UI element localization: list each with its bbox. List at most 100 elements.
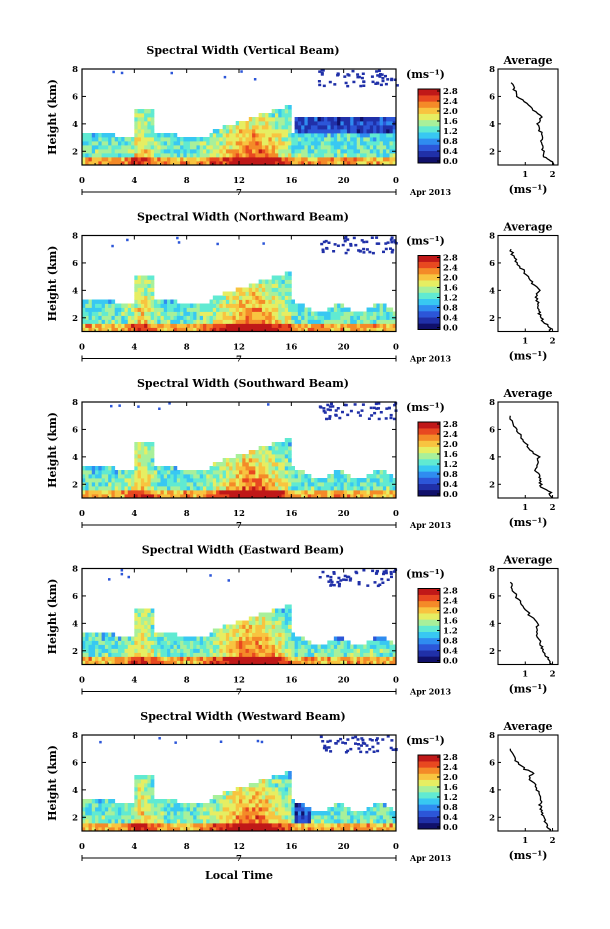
heatmap-cell [258, 656, 263, 661]
colorbar-swatch [418, 631, 440, 639]
heatmap-cell [363, 823, 367, 828]
heatmap-cell [137, 648, 142, 653]
heatmap-cell [147, 283, 152, 288]
heatmap-cell [291, 823, 295, 828]
heatmap-cell [352, 236, 356, 240]
heatmap-cell [255, 125, 260, 130]
heatmap-cell [278, 656, 282, 661]
heatmap-cell [297, 494, 302, 499]
heatmap-cell [209, 470, 214, 475]
heatmap-cell [258, 779, 263, 784]
heatmap-cell [255, 311, 260, 316]
heatmap-cell [382, 319, 387, 324]
heatmap-cell [373, 807, 377, 812]
heatmap-cell [314, 478, 318, 483]
heatmap-cell [85, 303, 89, 308]
heatmap-cell [271, 319, 276, 324]
heatmap-cell [216, 628, 220, 633]
heatmap-cell [140, 620, 145, 625]
heatmap-cell [340, 153, 345, 158]
heatmap-cell [314, 482, 318, 487]
heatmap-cell [265, 117, 269, 122]
heatmap-cell [111, 323, 116, 328]
heatmap-cell [140, 145, 145, 150]
heatmap-cell [193, 311, 197, 316]
heatmap-cell [95, 636, 99, 641]
heatmap-cell [288, 656, 292, 661]
heatmap-cell [268, 117, 273, 122]
heatmap-cell [248, 616, 253, 621]
heatmap-cell [137, 799, 142, 804]
heatmap-cell [235, 145, 240, 150]
heatmap-cell [365, 750, 369, 754]
heatmap-cell [268, 656, 273, 661]
heatmap-cell [232, 823, 237, 828]
heatmap-cell [333, 125, 338, 130]
heatmap-cell [375, 242, 379, 245]
heatmap-cell [127, 319, 132, 324]
heatmap-cell [193, 640, 197, 645]
heatmap-cell [118, 404, 121, 407]
heatmap-cell [245, 819, 250, 824]
heatmap-cell [245, 799, 250, 804]
heatmap-cell [307, 478, 312, 483]
heatmap-cell [380, 577, 384, 581]
heatmap-cell [124, 478, 129, 483]
heatmap-cell [258, 803, 263, 808]
heatmap-cell [369, 141, 374, 146]
average-title: Average [502, 554, 552, 567]
heatmap-cell [366, 827, 371, 832]
heatmap-cell [137, 153, 142, 158]
heatmap-cell [176, 827, 181, 832]
heatmap-cell [140, 474, 145, 479]
heatmap-cell [380, 73, 384, 76]
heatmap-cell [134, 327, 138, 332]
heatmap-cell [150, 628, 155, 633]
heatmap-cell [291, 315, 295, 320]
heatmap-cell [265, 315, 269, 320]
heatmap-cell [314, 644, 318, 649]
heatmap-cell [137, 133, 142, 138]
x-tick-label: 8 [184, 176, 190, 186]
heatmap-cell [248, 811, 253, 816]
heatmap-cell [134, 482, 138, 487]
heatmap-cell [167, 141, 171, 146]
heatmap-cell [360, 482, 364, 487]
heatmap-cell [186, 494, 191, 499]
heatmap-cell [150, 133, 155, 138]
heatmap-cell [343, 75, 347, 78]
heatmap-cell [147, 307, 152, 312]
heatmap-cell [193, 494, 197, 499]
heatmap-cell [274, 153, 279, 158]
heatmap-cell [212, 299, 217, 304]
heatmap-cell [227, 579, 230, 582]
heatmap-cell [360, 319, 364, 324]
heatmap-cell [350, 644, 354, 649]
heatmap-cell [274, 466, 279, 471]
heatmap-cell [248, 462, 253, 467]
heatmap-cell [170, 482, 174, 487]
heatmap-cell [284, 604, 289, 609]
heatmap-cell [268, 494, 273, 499]
heatmap-cell [343, 121, 348, 126]
heatmap-cell [117, 327, 122, 332]
heatmap-cell [242, 620, 246, 625]
heatmap-cell [321, 69, 325, 72]
heatmap-cell [320, 656, 325, 661]
heatmap-cell [180, 327, 184, 332]
heatmap-cell [117, 482, 122, 487]
heatmap-cell [363, 129, 367, 134]
heatmap-cell [153, 815, 158, 820]
heatmap-cell [232, 315, 237, 320]
heatmap-cell [343, 652, 348, 657]
heatmap-cell [281, 791, 286, 796]
heatmap-cell [284, 612, 289, 617]
heatmap-cell [124, 636, 129, 641]
heatmap-cell [203, 640, 207, 645]
heatmap-cell [340, 807, 345, 812]
heatmap-cell [137, 660, 142, 665]
heatmap-cell [379, 315, 384, 320]
heatmap-cell [245, 295, 250, 300]
heatmap-cell [232, 299, 237, 304]
heatmap-cell [297, 660, 302, 665]
